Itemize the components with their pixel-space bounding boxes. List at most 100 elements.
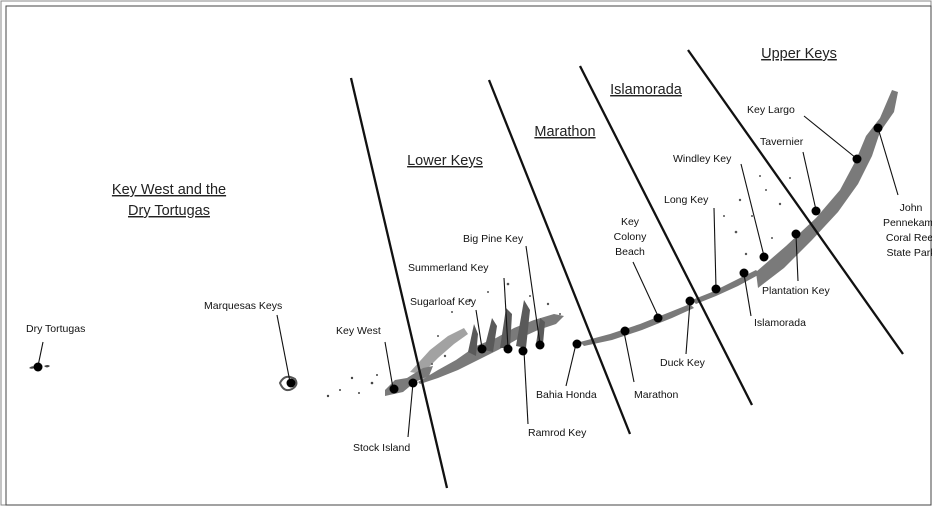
islet [431, 363, 433, 365]
islet [326, 394, 330, 398]
islet [751, 215, 753, 217]
islet [376, 374, 378, 376]
label-marquesas-keys: Marquesas Keys [204, 300, 282, 312]
land-lobe [410, 328, 468, 374]
marker-key-largo [852, 154, 862, 164]
label-duck-key: Duck Key [660, 357, 706, 369]
leader-key-west [384, 341, 394, 389]
islet [738, 198, 742, 202]
label-pennekamp: John [900, 202, 923, 214]
islet [744, 252, 748, 256]
leader-summerland-key [503, 277, 509, 349]
leader-key-largo [803, 115, 857, 159]
region-label-marathon: Marathon [534, 124, 595, 140]
marker-windley-key [759, 252, 769, 262]
islet [759, 175, 761, 177]
islet [723, 215, 725, 217]
label-key-colony-beach: Beach [615, 246, 645, 258]
label-pennekamp: State Park [886, 247, 932, 259]
leader-islamorada [743, 273, 752, 317]
label-big-pine-key: Big Pine Key [463, 233, 524, 245]
islet [487, 291, 489, 293]
marker-summerland-key [503, 344, 513, 354]
leader-marathon [623, 331, 635, 383]
leader-dry-tortugas [37, 341, 44, 367]
leader-bahia-honda [565, 343, 577, 387]
label-key-colony-beach: Colony [614, 231, 647, 243]
marker-plantation-key [791, 229, 801, 239]
label-pennekamp: Coral Reef [886, 232, 932, 244]
dry-tortugas-islet [44, 365, 50, 368]
marker-marathon [620, 326, 630, 336]
region-label-upper-keys: Upper Keys [761, 46, 837, 62]
land-lobe [516, 300, 530, 348]
land-lobe [536, 318, 545, 344]
leader-ramrod-key [523, 350, 529, 425]
leader-lines [37, 115, 899, 438]
leader-tavernier [802, 151, 817, 211]
label-windley-key: Windley Key [673, 153, 732, 165]
marker-marquesas-keys [286, 378, 296, 388]
leader-key-colony-beach [632, 261, 659, 317]
marker-islamorada [739, 268, 749, 278]
leader-windley-key [740, 163, 765, 257]
islet [506, 282, 510, 286]
leader-marquesas-keys [276, 314, 291, 383]
leader-plantation-key [795, 234, 799, 282]
marker-big-pine-key [535, 340, 545, 350]
islet [529, 295, 531, 297]
leader-long-key [713, 207, 717, 289]
label-tavernier: Tavernier [760, 136, 804, 148]
region-label-key-west: Key West and the [112, 182, 226, 198]
label-plantation-key: Plantation Key [762, 285, 830, 297]
marker-long-key [711, 284, 721, 294]
marker-tavernier [811, 206, 821, 216]
marquesas-atoll [278, 375, 298, 392]
location-markers [33, 123, 883, 394]
leader-big-pine-key [525, 245, 541, 345]
marker-stock-island [408, 378, 418, 388]
marker-bahia-honda [572, 339, 582, 349]
divider-line-lower-keys [349, 77, 449, 489]
marker-key-colony-beach [653, 313, 663, 323]
map-inner-border [5, 5, 932, 506]
divider-line-marathon [487, 79, 632, 435]
label-pennekamp: Pennekamp [883, 217, 932, 229]
label-dry-tortugas: Dry Tortugas [26, 323, 85, 335]
label-bahia-honda: Bahia Honda [536, 389, 597, 401]
leader-pennekamp [877, 127, 899, 196]
marker-pennekamp [873, 123, 883, 133]
dry-tortugas-islet [29, 366, 35, 369]
land-lobe [468, 324, 478, 356]
key-largo-land [756, 90, 898, 288]
islet [559, 313, 561, 315]
label-key-colony-beach: Key [621, 216, 640, 228]
marker-duck-key [685, 296, 695, 306]
label-islamorada: Islamorada [754, 317, 806, 329]
islet [778, 202, 782, 206]
leader-stock-island [407, 382, 414, 438]
islet [468, 298, 472, 302]
label-ramrod-key: Ramrod Key [528, 427, 587, 439]
label-key-west: Key West [336, 325, 381, 337]
label-stock-island: Stock Island [353, 442, 410, 454]
leader-sugarloaf-key [475, 309, 483, 349]
islamorada-land [692, 270, 760, 304]
islet [546, 302, 550, 306]
islet [350, 376, 354, 380]
islet [358, 392, 360, 394]
region-label-key-west: Dry Tortugas [128, 203, 210, 219]
islet [437, 335, 439, 337]
land-lobe [484, 318, 497, 352]
label-summerland-key: Summerland Key [408, 262, 489, 274]
islet [451, 311, 453, 313]
islet [789, 177, 791, 179]
islet [765, 189, 767, 191]
marker-key-west [389, 384, 399, 394]
marker-dry-tortugas [33, 362, 43, 372]
divider-line-upper-keys [687, 49, 904, 355]
marker-sugarloaf-key [477, 344, 487, 354]
islet [370, 381, 374, 385]
